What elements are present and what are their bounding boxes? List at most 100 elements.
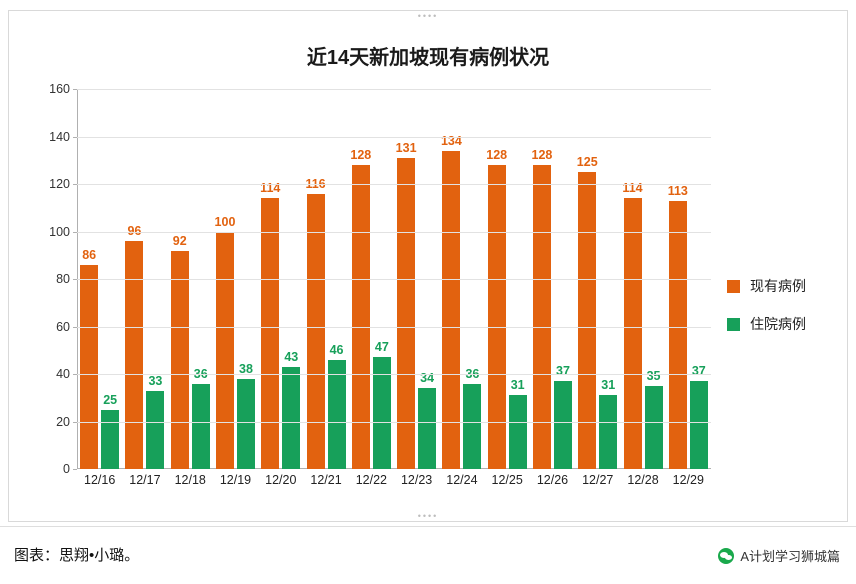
x-axis-tick-label: 12/25: [491, 473, 523, 487]
legend-label: 现有病例: [750, 278, 806, 294]
bar-group: 96 33: [122, 89, 167, 469]
grid-line: [77, 136, 711, 138]
bar-existing[interactable]: 116: [305, 177, 326, 469]
x-axis-line: [77, 468, 711, 469]
bar-value-label: 33: [148, 373, 163, 388]
x-axis-tick-label: 12/20: [265, 473, 297, 487]
legend-hospital[interactable]: 住院病例: [727, 314, 806, 334]
bar-hospital[interactable]: 47: [372, 340, 391, 469]
wechat-icon: [718, 547, 735, 564]
grid-line: [77, 231, 711, 233]
y-axis-tick-label: 160: [49, 82, 70, 96]
bar-value-label: 35: [646, 368, 661, 383]
bar-group: 116 46: [303, 89, 348, 469]
y-tick-mark: [73, 421, 77, 423]
x-axis-tick-label: 12/29: [672, 473, 704, 487]
bar-existing[interactable]: 128: [486, 148, 507, 469]
bar-value-label: 31: [510, 378, 525, 393]
bar-existing[interactable]: 86: [80, 248, 99, 469]
bar-hospital[interactable]: 31: [599, 378, 618, 469]
bar-value-label: 128: [486, 148, 508, 162]
grid-line: [77, 89, 711, 90]
bar-group: 114 43: [258, 89, 303, 469]
bar-existing[interactable]: 128: [350, 148, 371, 469]
y-tick-mark: [73, 184, 77, 185]
chart-card: •••• •••• 近14天新加坡现有病例状况 86 25 96 33 92 36 100 3…: [8, 10, 848, 522]
bar-value-label: 37: [691, 364, 706, 379]
bar-hospital[interactable]: 43: [282, 350, 301, 469]
x-axis-tick-label: 12/24: [446, 473, 478, 487]
bar-existing[interactable]: 114: [622, 181, 643, 469]
bar-value-label: 125: [576, 155, 598, 170]
bar-hospital[interactable]: 36: [191, 367, 210, 469]
grid-line: [77, 279, 711, 280]
bar-group: 86 25: [77, 89, 122, 469]
bar-hospital[interactable]: 37: [689, 364, 708, 469]
legend-existing[interactable]: 现有病例: [727, 276, 806, 296]
chart-legend: 现有病例 住院病例: [727, 276, 806, 334]
footer-account-group: A计划学习狮城篇: [718, 546, 840, 565]
bar-existing[interactable]: 125: [577, 155, 598, 469]
bar-hospital[interactable]: 25: [101, 393, 120, 469]
x-axis-tick-label: 12/23: [400, 473, 433, 487]
bar-hospital[interactable]: 38: [236, 362, 255, 469]
y-axis-tick-label: 40: [56, 367, 70, 381]
bar-group: 128 37: [530, 89, 575, 469]
x-axis-labels: 12/16 12/17 12/18 12/19 12/20 12/21 12/22 12/23…: [77, 473, 711, 487]
grid-line: [77, 421, 711, 423]
bar-existing[interactable]: 128: [532, 148, 552, 469]
y-tick-mark: [73, 326, 77, 328]
bar-hospital[interactable]: 36: [463, 367, 482, 469]
y-tick-mark: [73, 374, 77, 375]
bar-value-label: 128: [531, 148, 553, 162]
legend-swatch-icon: [727, 317, 740, 331]
bar-value-label: 86: [82, 247, 97, 262]
bar-existing[interactable]: 131: [396, 141, 417, 469]
y-tick-mark: [73, 231, 77, 233]
bar-hospital[interactable]: 35: [644, 369, 663, 469]
y-axis-tick-label: 140: [49, 129, 70, 144]
bar-group: 92 36: [168, 89, 213, 469]
bar-group: 114 35: [620, 89, 665, 469]
bar-group: 100 38: [213, 89, 258, 469]
plot-area: 86 25 96 33 92 36 100 38 114 43 116 46 128 47 131 34 134…: [49, 82, 711, 476]
bar-hospital[interactable]: 37: [553, 364, 572, 469]
x-axis-tick-label: 12/22: [355, 473, 387, 487]
bar-hospital[interactable]: 33: [146, 374, 165, 469]
x-axis-tick-label: 12/19: [219, 473, 252, 487]
legend-label: 住院病例: [750, 316, 806, 332]
bar-existing[interactable]: 96: [125, 224, 144, 469]
bar-existing[interactable]: 100: [215, 215, 235, 469]
bar-group: 113 37: [666, 89, 711, 469]
bar-existing[interactable]: 114: [260, 181, 280, 469]
bar-value-label: 100: [214, 214, 236, 229]
bar-hospital[interactable]: 34: [418, 371, 437, 469]
x-axis-tick-label: 12/18: [174, 473, 206, 487]
bar-value-label: 116: [305, 176, 326, 191]
x-axis-tick-label: 12/16: [84, 473, 116, 487]
y-axis-tick-label: 80: [56, 272, 70, 286]
x-axis-tick-label: 12/26: [536, 473, 569, 487]
bar-value-label: 31: [601, 378, 616, 393]
bar-hospital[interactable]: 46: [327, 343, 346, 469]
y-axis-tick-label: 100: [49, 224, 70, 239]
grid-line: [77, 184, 711, 185]
bar-hospital[interactable]: 31: [508, 378, 527, 469]
bar-value-label: 128: [350, 148, 372, 162]
x-axis-tick-label: 12/27: [582, 473, 614, 487]
bar-existing[interactable]: 113: [668, 184, 688, 469]
bar-group: 128 31: [485, 89, 530, 469]
y-axis-tick-label: 60: [56, 319, 70, 334]
footer-account-name: A计划学习狮城篇: [740, 549, 840, 564]
card-handle-bottom: ••••: [417, 511, 439, 521]
bar-value-label: 37: [556, 364, 570, 379]
bar-group: 131 34: [394, 89, 439, 469]
bar-value-label: 46: [329, 342, 344, 357]
bar-existing[interactable]: 92: [170, 234, 189, 469]
y-axis-tick-label: 120: [49, 177, 70, 191]
x-axis-tick-label: 12/21: [310, 473, 342, 487]
bar-groups: 86 25 96 33 92 36 100 38 114 43 116 46 128 47 131 34 134…: [77, 89, 711, 469]
bar-value-label: 113: [667, 183, 688, 198]
chart-credit: 图表：思翔•小璐。: [14, 547, 140, 564]
